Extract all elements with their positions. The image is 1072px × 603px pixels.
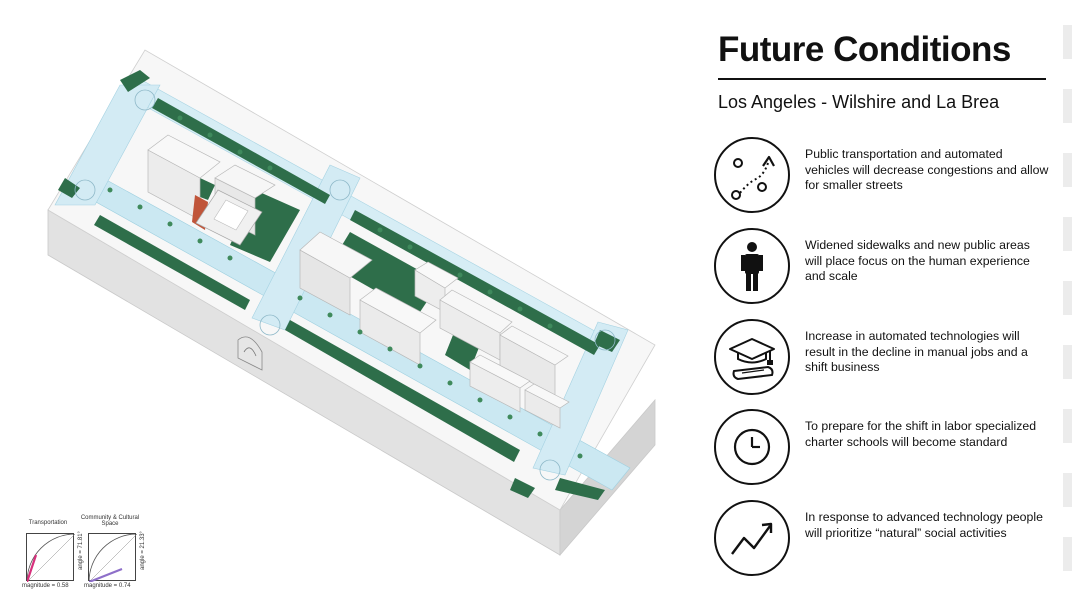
metric-magnitude: magnitude = 0.58 xyxy=(22,583,69,589)
metric-transportation: Transportation angle = 71.81° magnitude … xyxy=(18,515,88,595)
clock-icon xyxy=(714,409,790,485)
metric-magnitude: magnitude = 0.74 xyxy=(84,583,131,589)
buildings xyxy=(147,134,570,429)
vector-chart xyxy=(88,533,138,584)
trend-arrow-icon xyxy=(714,500,790,576)
metric-label: Community & Cultural Space xyxy=(80,515,140,527)
courtyard-block xyxy=(195,189,263,246)
site-axonometric-model xyxy=(47,49,656,557)
metric-chart-box xyxy=(88,533,138,584)
edge-tab xyxy=(1063,89,1072,123)
person-icon xyxy=(714,228,790,304)
edge-tab xyxy=(1063,537,1072,571)
condition-item-automation: Increase in automated technologies will … xyxy=(714,319,1054,399)
edge-tab xyxy=(1063,345,1072,379)
condition-text: Widened sidewalks and new public areas w… xyxy=(805,238,1030,283)
intersections xyxy=(74,89,616,481)
graduation-cap-diploma-icon xyxy=(714,319,790,395)
edge-tab xyxy=(1063,25,1072,59)
edge-tab xyxy=(1063,281,1072,315)
condition-item-schools: To prepare for the shift in labor specia… xyxy=(714,409,1054,489)
condition-text: To prepare for the shift in labor specia… xyxy=(805,419,1037,449)
page-subtitle: Los Angeles - Wilshire and La Brea xyxy=(718,92,1000,112)
page-title: Future Conditions xyxy=(718,30,1011,69)
street-trees xyxy=(107,115,583,459)
condition-item-social: In response to advanced technology peopl… xyxy=(714,500,1054,580)
metric-chart-box xyxy=(25,533,76,583)
metric-angle: angle = 21.33° xyxy=(140,531,146,570)
metro-entrance xyxy=(237,336,263,371)
condition-item-transportation: Public transportation and automated vehi… xyxy=(714,137,1054,217)
metric-community-cultural-space: Community & Cultural Space angle = 21.33… xyxy=(80,515,150,595)
edge-tab xyxy=(1063,409,1072,443)
edge-tab xyxy=(1063,217,1072,251)
edge-tab xyxy=(1063,473,1072,507)
title-divider xyxy=(718,78,1046,80)
cross-street-left xyxy=(54,84,161,206)
vector-chart xyxy=(25,533,76,583)
condition-text: Increase in automated technologies will … xyxy=(805,329,1028,374)
edge-tabs xyxy=(1063,0,1072,603)
condition-text: In response to advanced technology peopl… xyxy=(805,510,1043,540)
condition-item-sidewalks: Widened sidewalks and new public areas w… xyxy=(714,228,1054,308)
condition-text: Public transportation and automated vehi… xyxy=(805,147,1049,192)
network-nodes-icon xyxy=(714,137,790,213)
green-space xyxy=(58,70,620,500)
metric-label: Transportation xyxy=(28,520,68,526)
edge-tab xyxy=(1063,153,1072,187)
